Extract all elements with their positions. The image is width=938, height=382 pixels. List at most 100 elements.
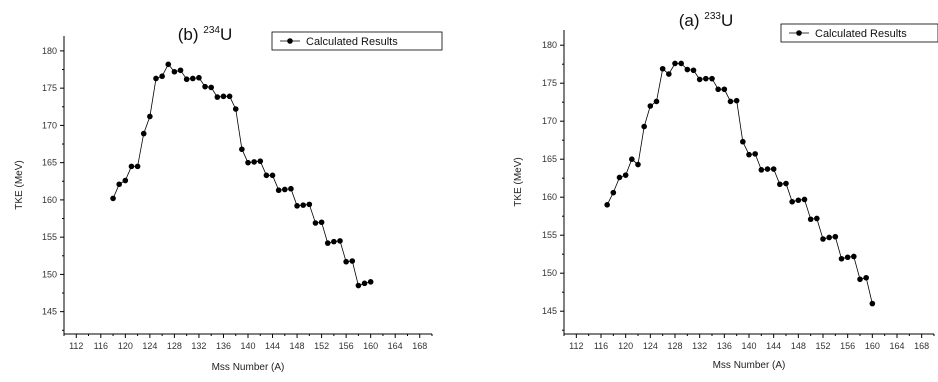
x-tick-label: 156	[339, 341, 354, 351]
y-tick-label: 180	[542, 40, 557, 50]
x-tick-label: 136	[717, 341, 732, 351]
x-tick-label: 152	[815, 341, 830, 351]
data-point	[220, 93, 227, 100]
data-point	[349, 258, 356, 264]
data-point	[202, 83, 208, 90]
chart-title-element: U	[721, 11, 733, 30]
x-tick-label: 168	[412, 341, 427, 351]
data-point	[622, 172, 629, 178]
y-tick-label: 180	[42, 46, 57, 56]
legend-marker-icon	[796, 30, 802, 36]
data-point	[331, 238, 337, 245]
x-tick-label: 136	[216, 341, 231, 351]
y-tick-label: 155	[542, 230, 557, 240]
data-point	[312, 220, 319, 226]
data-point	[807, 216, 814, 223]
data-point	[306, 201, 313, 208]
data-point	[208, 84, 214, 91]
x-tick-label: 120	[618, 341, 633, 351]
x-tick-label: 144	[265, 341, 280, 351]
x-tick-label: 116	[594, 341, 608, 351]
data-point	[758, 167, 765, 173]
data-point	[361, 280, 368, 287]
y-tick-label: 175	[542, 78, 557, 88]
data-point	[696, 76, 703, 83]
y-tick-label: 170	[42, 120, 57, 130]
data-point	[820, 236, 826, 242]
data-point	[610, 189, 617, 196]
data-point	[288, 185, 294, 192]
x-axis-title: Mss Number (A)	[212, 362, 285, 373]
x-tick-label: 140	[240, 341, 255, 351]
data-point	[653, 98, 660, 105]
data-point	[826, 234, 832, 241]
chart-title-prefix: (b)	[178, 25, 204, 44]
y-tick-label: 150	[542, 268, 557, 278]
data-point	[770, 166, 777, 172]
x-tick-label: 152	[314, 341, 329, 351]
chart-title: (a) 233U	[679, 11, 733, 30]
data-point	[666, 71, 672, 77]
data-point	[740, 138, 746, 145]
data-point	[196, 74, 202, 81]
data-point	[165, 61, 172, 68]
data-point	[245, 159, 251, 166]
data-point	[678, 60, 684, 67]
legend-box	[780, 23, 938, 43]
data-point	[251, 159, 257, 165]
data-point	[814, 215, 820, 222]
data-point	[647, 103, 654, 109]
x-tick-label: 112	[569, 341, 583, 351]
data-point	[110, 195, 116, 202]
data-point	[269, 172, 276, 179]
data-point	[300, 202, 307, 208]
data-point	[863, 274, 869, 281]
y-tick-label: 175	[42, 83, 57, 93]
data-point	[128, 163, 135, 170]
data-point	[171, 68, 178, 75]
x-tick-label: 132	[692, 341, 707, 351]
y-tick-label: 160	[42, 195, 57, 205]
x-tick-label: 124	[643, 341, 658, 351]
x-tick-label: 168	[914, 341, 929, 351]
data-point	[147, 113, 153, 120]
data-point	[690, 67, 697, 74]
data-point	[801, 196, 808, 203]
x-tick-label: 124	[142, 341, 157, 351]
data-point	[844, 254, 851, 261]
data-point	[367, 279, 374, 285]
data-point	[838, 255, 845, 262]
y-tick-label: 145	[42, 307, 57, 317]
chart-title: (b) 234U	[178, 25, 232, 44]
data-point	[116, 181, 122, 188]
data-point	[832, 233, 839, 240]
chart-svg: 145 150 155 160 165 170 175 180 112 116 120 124 128 1…	[14, 25, 443, 373]
data-point	[337, 238, 343, 244]
data-point	[629, 156, 635, 162]
x-tick-label: 164	[889, 341, 904, 351]
data-point	[616, 174, 623, 181]
data-point	[318, 219, 325, 226]
legend-marker-icon	[287, 38, 293, 44]
data-point	[177, 67, 184, 74]
data-point	[355, 282, 362, 289]
x-tick-label: 128	[167, 341, 182, 351]
data-point	[709, 75, 715, 82]
x-tick-label: 132	[191, 341, 206, 351]
chart-title-element: U	[220, 25, 232, 44]
y-tick-label: 165	[542, 154, 557, 164]
legend-box	[271, 31, 443, 51]
data-point	[851, 253, 857, 260]
legend-label: Calculated Results	[306, 36, 398, 48]
legend: Calculated Results	[780, 23, 938, 43]
data-point	[727, 98, 734, 105]
x-tick-label: 140	[741, 341, 756, 351]
data-point	[733, 97, 740, 104]
data-point	[684, 66, 691, 73]
data-point	[721, 86, 728, 93]
data-point	[282, 186, 288, 193]
data-point	[122, 177, 129, 184]
chart-panel-234u: 145 150 155 160 165 170 175 180 112 116 120 124 128 1…	[14, 25, 443, 373]
y-axis-title: TKE (MeV)	[513, 157, 524, 206]
x-tick-label: 120	[118, 341, 133, 351]
